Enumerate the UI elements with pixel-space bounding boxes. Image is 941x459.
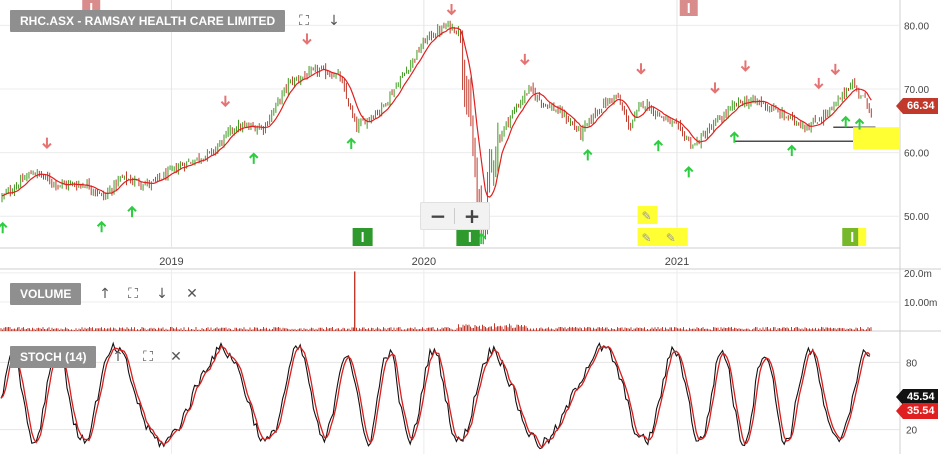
sell-signal-arrow bbox=[814, 77, 824, 90]
event-marker-glyph bbox=[851, 232, 854, 242]
stoch-d-line bbox=[0, 345, 871, 449]
sell-signal-arrow bbox=[520, 53, 530, 66]
sell-arrow-head bbox=[814, 83, 824, 90]
event-marker-top-glyph bbox=[90, 3, 93, 13]
pencil-icon-glyph: ✎ bbox=[642, 231, 652, 245]
time-tick-label: 2020 bbox=[412, 256, 436, 268]
sell-arrow-head bbox=[710, 87, 720, 94]
sell-arrow-head bbox=[446, 9, 457, 16]
expand-icon[interactable]: ⛶ bbox=[143, 349, 153, 365]
buy-arrow-head bbox=[787, 144, 797, 151]
sell-arrow-head bbox=[520, 59, 530, 66]
sell-signal-arrow bbox=[42, 137, 52, 150]
buy-signal-arrow bbox=[653, 139, 664, 152]
sell-signal-arrow bbox=[446, 4, 457, 16]
axis-labels: 50.00 60.00 70.00 80.00 2019 2020 2021 10.00m 20… bbox=[159, 21, 937, 436]
pencil-icon[interactable] bbox=[637, 206, 658, 224]
price-tick-label: 80.00 bbox=[904, 21, 929, 32]
pencil-icon[interactable] bbox=[661, 228, 688, 246]
sell-signal-arrow bbox=[636, 63, 646, 75]
sell-arrow-head bbox=[302, 38, 312, 45]
buy-signal-arrow bbox=[583, 149, 593, 161]
arrow-down-icon[interactable]: ↓ bbox=[328, 13, 340, 29]
expand-icon[interactable]: ⛶ bbox=[128, 286, 138, 302]
sell-arrow-head bbox=[740, 65, 751, 72]
chart-title-tag: RHC.ASX - RAMSAY HEALTH CARE LIMITED bbox=[10, 10, 286, 32]
stoch-panel-tag: STOCH (14) bbox=[10, 346, 97, 368]
buy-signal-arrow bbox=[841, 115, 851, 128]
event-marker-top-glyph bbox=[687, 3, 690, 13]
buy-signal-arrow bbox=[854, 118, 865, 130]
sell-signal-arrow bbox=[220, 95, 231, 108]
buy-signal-arrow bbox=[96, 220, 107, 233]
buy-arrow-head bbox=[127, 205, 137, 212]
stoch-tick-label: 20 bbox=[906, 426, 918, 437]
sell-signal-arrow bbox=[710, 82, 720, 94]
pencil-icon-glyph: ✎ bbox=[666, 231, 676, 245]
buy-signal-arrow bbox=[249, 152, 259, 164]
buy-arrow-head bbox=[346, 137, 356, 144]
time-tick-label: 2021 bbox=[665, 256, 689, 268]
buy-arrow-head bbox=[0, 221, 8, 228]
stoch-k-badge: 45.54 bbox=[896, 389, 938, 405]
sell-signal-arrow bbox=[740, 60, 751, 72]
buy-arrow-head bbox=[653, 139, 664, 146]
sell-arrow-head bbox=[220, 100, 231, 108]
close-icon[interactable]: ✕ bbox=[186, 286, 198, 302]
sell-arrow-head bbox=[636, 68, 646, 75]
pencil-icon-glyph: ✎ bbox=[642, 209, 652, 223]
buy-signal-arrow bbox=[0, 221, 8, 234]
arrow-up-icon[interactable]: ↑ bbox=[99, 286, 111, 302]
plus-icon[interactable]: + bbox=[463, 204, 481, 228]
zoom-controls: − + bbox=[420, 202, 490, 230]
sell-arrow-head bbox=[42, 142, 52, 150]
highlight-box bbox=[853, 127, 900, 150]
sell-signal-arrow bbox=[830, 63, 841, 76]
buy-signal-arrow bbox=[684, 165, 694, 178]
event-marker-highlight bbox=[858, 228, 867, 246]
signal-markers bbox=[0, 4, 865, 244]
stoch-k-line bbox=[0, 341, 871, 450]
pencil-icon[interactable] bbox=[637, 228, 664, 246]
moving-average-line bbox=[1, 26, 872, 198]
volume-panel-tag: VOLUME bbox=[10, 283, 82, 305]
buy-arrow-head bbox=[854, 118, 865, 125]
stoch-tick-label: 80 bbox=[906, 358, 918, 369]
minus-icon[interactable]: − bbox=[429, 204, 447, 228]
volume-tick-label: 10.00m bbox=[904, 298, 937, 309]
zoom-divider bbox=[454, 208, 455, 224]
buy-arrow-head bbox=[729, 131, 740, 138]
price-tick-label: 70.00 bbox=[904, 85, 929, 96]
volume-bars bbox=[0, 323, 872, 331]
expand-icon[interactable]: ⛶ bbox=[299, 13, 309, 29]
stoch-d-badge: 35.54 bbox=[896, 403, 938, 419]
price-tick-label: 60.00 bbox=[904, 149, 929, 160]
buy-arrow-head bbox=[583, 149, 593, 156]
buy-signal-arrow bbox=[127, 205, 137, 218]
event-marker-glyph bbox=[361, 232, 364, 242]
volume-series bbox=[0, 271, 872, 331]
buy-arrow-head bbox=[841, 115, 851, 122]
close-icon[interactable]: ✕ bbox=[170, 349, 182, 365]
moving-average-series bbox=[1, 26, 872, 198]
buy-signal-arrow bbox=[787, 144, 797, 157]
stochastic-series bbox=[0, 341, 871, 450]
time-tick-label: 2019 bbox=[159, 256, 183, 268]
event-markers: ✎ ✎ ✎ bbox=[82, 0, 867, 246]
buy-arrow-head bbox=[684, 165, 694, 173]
sell-signal-arrow bbox=[302, 33, 312, 45]
buy-signal-arrow bbox=[346, 137, 356, 150]
event-marker-glyph bbox=[468, 232, 471, 242]
sell-arrow-head bbox=[830, 69, 841, 76]
buy-arrow-head bbox=[249, 152, 259, 159]
last-price-badge: 66.34 bbox=[896, 98, 938, 114]
arrow-down-icon[interactable]: ↓ bbox=[156, 286, 168, 302]
buy-arrow-head bbox=[96, 220, 107, 227]
volume-tick-label: 20.0m bbox=[904, 269, 932, 280]
buy-signal-arrow bbox=[729, 131, 740, 143]
price-tick-label: 50.00 bbox=[904, 212, 929, 223]
arrow-up-icon[interactable]: ↑ bbox=[112, 349, 124, 365]
